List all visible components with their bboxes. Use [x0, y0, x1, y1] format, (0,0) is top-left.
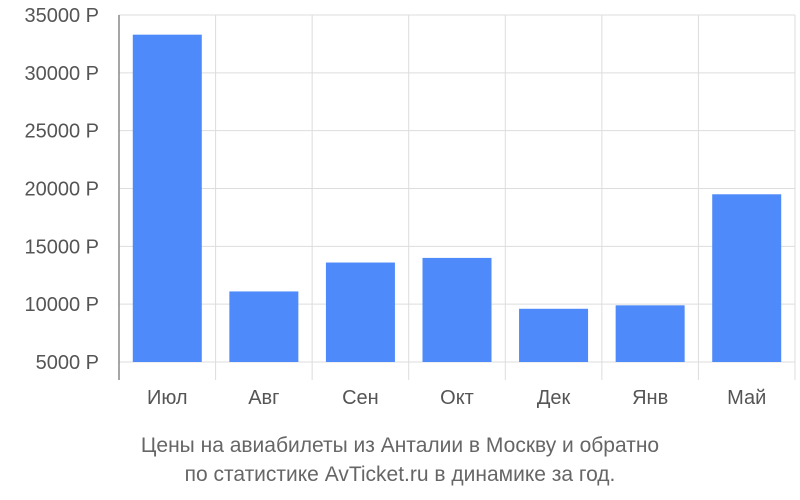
bar-7: [712, 194, 782, 362]
x-tick-label: Янв: [632, 387, 668, 409]
y-tick-label: 20000 Р: [24, 179, 99, 201]
bar-5: [519, 308, 589, 362]
bars-layer: [132, 34, 782, 363]
x-tick-label: Сен: [342, 387, 379, 409]
y-tick-label: 25000 Р: [24, 121, 99, 143]
x-tick-label: Авг: [248, 387, 279, 409]
grid-layer: [119, 14, 796, 380]
labels-layer: 5000 Р 10000 Р 15000 Р 20000 Р 25000 Р 30000 …: [24, 5, 766, 409]
bar-3: [325, 262, 395, 362]
bar-4: [422, 257, 492, 362]
y-tick-label: 35000 Р: [24, 5, 99, 27]
bar-1: [132, 34, 202, 363]
bar-2: [229, 291, 299, 362]
x-tick-label: Май: [727, 387, 766, 409]
y-tick-label: 30000 Р: [24, 63, 99, 85]
x-tick-label: Июл: [147, 387, 188, 409]
y-tick-label: 10000 Р: [24, 294, 99, 316]
y-tick-label: 5000 Р: [36, 352, 99, 374]
bar-chart: 5000 Р 10000 Р 15000 Р 20000 Р 25000 Р 30000 …: [24, 5, 796, 409]
x-tick-label: Дек: [537, 387, 571, 409]
caption-line-2: по статистике AvTicket.ru в динамике за …: [184, 463, 616, 486]
x-tick-label: Окт: [440, 387, 474, 409]
chart-caption: Цены на авиабилеты из Анталии в Москву и…: [0, 431, 800, 489]
bar-6: [615, 305, 685, 362]
y-tick-label: 15000 Р: [24, 236, 99, 258]
caption-line-1: Цены на авиабилеты из Анталии в Москву и…: [140, 434, 660, 457]
